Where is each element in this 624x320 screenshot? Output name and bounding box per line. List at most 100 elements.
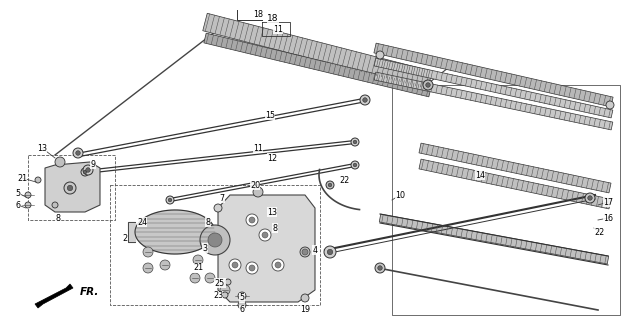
Text: 7: 7 (220, 194, 225, 203)
Circle shape (326, 181, 334, 189)
Circle shape (328, 183, 332, 187)
Text: 22: 22 (595, 228, 605, 236)
Circle shape (67, 185, 73, 191)
Text: 14: 14 (475, 171, 485, 180)
Text: 1: 1 (273, 25, 279, 34)
Circle shape (423, 80, 433, 90)
Text: 8: 8 (273, 223, 278, 233)
Text: FR.: FR. (80, 287, 99, 297)
Circle shape (225, 279, 231, 285)
Text: 1: 1 (278, 25, 283, 34)
Circle shape (83, 165, 93, 175)
Polygon shape (128, 222, 135, 242)
Circle shape (52, 202, 58, 208)
Circle shape (143, 247, 153, 257)
Circle shape (272, 259, 284, 271)
Circle shape (378, 266, 383, 270)
Text: 19: 19 (300, 306, 310, 315)
Text: 8: 8 (205, 218, 210, 227)
Circle shape (193, 255, 203, 265)
Text: 12: 12 (267, 154, 277, 163)
Circle shape (246, 262, 258, 274)
Circle shape (168, 198, 172, 202)
Circle shape (262, 232, 268, 238)
Text: 4: 4 (313, 245, 318, 254)
Circle shape (35, 177, 41, 183)
Circle shape (259, 229, 271, 241)
Circle shape (55, 157, 65, 167)
Polygon shape (419, 143, 611, 193)
Circle shape (300, 247, 310, 257)
Text: 11: 11 (253, 143, 263, 153)
Text: 15: 15 (265, 110, 275, 119)
Polygon shape (379, 214, 609, 264)
Text: 21: 21 (193, 263, 203, 273)
Text: 18: 18 (267, 13, 279, 22)
Text: 21: 21 (17, 173, 27, 182)
Circle shape (220, 285, 230, 295)
Circle shape (301, 294, 309, 302)
Circle shape (353, 140, 357, 144)
Circle shape (351, 161, 359, 169)
Polygon shape (35, 284, 73, 308)
Text: 16: 16 (603, 213, 613, 222)
Circle shape (200, 225, 230, 255)
Text: 17: 17 (603, 197, 613, 206)
Circle shape (275, 262, 281, 268)
Circle shape (64, 182, 76, 194)
Circle shape (588, 196, 592, 200)
Circle shape (25, 202, 31, 208)
Text: 3: 3 (203, 244, 208, 252)
Polygon shape (203, 13, 432, 89)
Circle shape (249, 265, 255, 271)
Text: 8: 8 (56, 213, 61, 222)
Text: 18: 18 (253, 10, 263, 19)
Text: 13: 13 (37, 143, 47, 153)
Circle shape (375, 263, 385, 273)
Circle shape (214, 204, 222, 212)
Circle shape (73, 148, 83, 158)
Text: 25: 25 (215, 278, 225, 287)
Circle shape (249, 217, 255, 223)
Text: 13: 13 (267, 207, 277, 217)
Text: 20: 20 (250, 180, 260, 189)
Text: 24: 24 (137, 218, 147, 227)
Circle shape (376, 51, 384, 59)
Circle shape (85, 168, 90, 172)
Circle shape (76, 151, 80, 155)
Text: 6: 6 (16, 201, 21, 210)
Circle shape (83, 170, 87, 174)
Polygon shape (419, 159, 611, 209)
Circle shape (190, 273, 200, 283)
Circle shape (351, 138, 359, 146)
Circle shape (232, 262, 238, 268)
Circle shape (324, 246, 336, 258)
Circle shape (360, 95, 370, 105)
Circle shape (81, 168, 89, 176)
Circle shape (606, 101, 614, 109)
Circle shape (143, 263, 153, 273)
Circle shape (363, 98, 368, 102)
Polygon shape (374, 58, 613, 118)
Text: 5: 5 (240, 293, 245, 302)
Text: 5: 5 (16, 188, 21, 197)
Circle shape (426, 83, 431, 87)
Circle shape (353, 163, 357, 167)
Text: 23: 23 (213, 292, 223, 300)
Polygon shape (45, 162, 100, 212)
Polygon shape (135, 210, 215, 254)
Circle shape (166, 196, 174, 204)
Circle shape (208, 233, 222, 247)
Text: 2: 2 (122, 234, 127, 243)
Polygon shape (204, 33, 431, 97)
Polygon shape (374, 72, 613, 130)
Circle shape (160, 260, 170, 270)
Circle shape (222, 292, 228, 298)
Circle shape (253, 187, 263, 197)
Text: 22: 22 (340, 175, 350, 185)
Circle shape (246, 214, 258, 226)
Circle shape (328, 249, 333, 255)
Text: 10: 10 (395, 190, 405, 199)
Circle shape (205, 273, 215, 283)
Circle shape (585, 193, 595, 203)
